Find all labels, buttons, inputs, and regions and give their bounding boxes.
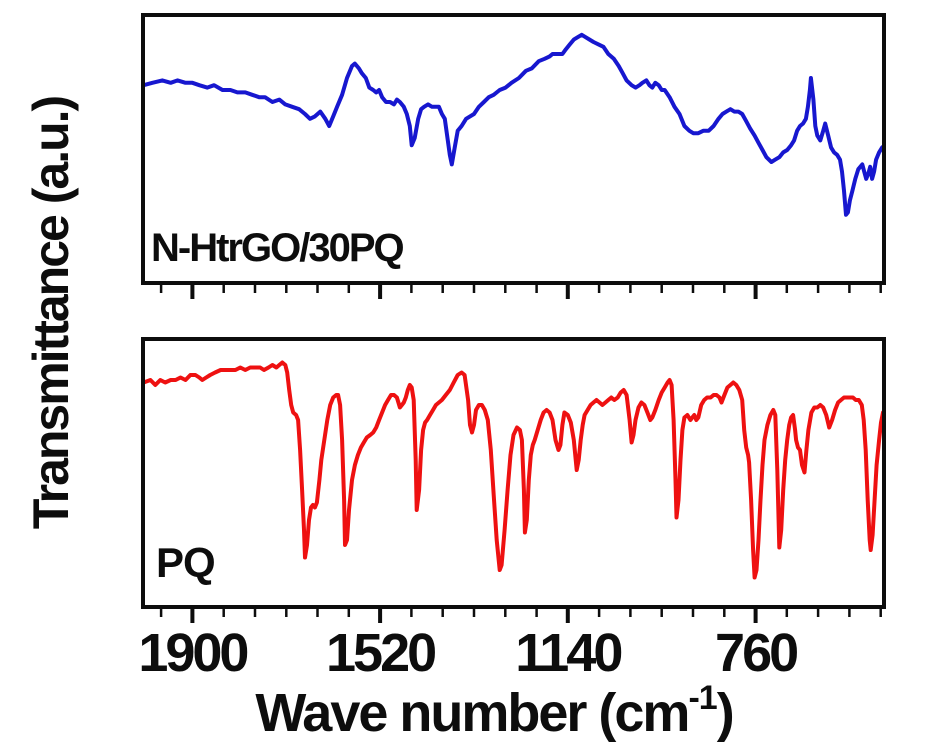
x-tick-label-760: 760 — [715, 623, 797, 683]
nhtrgo-spectrum-curve — [145, 32, 882, 217]
x-axis-title: Wave number (cm-1) — [255, 679, 732, 743]
x-tick-label-1900: 1900 — [138, 623, 247, 683]
x-axis-title-close: ) — [717, 683, 733, 743]
bottom-panel-x-ticks — [159, 609, 882, 623]
top-panel-x-ticks — [159, 285, 882, 299]
top-panel-frame — [141, 13, 886, 285]
x-tick-label-1140: 1140 — [515, 623, 621, 683]
y-axis-label: Transmittance (a.u.) — [23, 96, 79, 529]
bottom-panel-frame — [141, 337, 886, 609]
top-panel-label: N-HtrGO/30PQ — [151, 226, 403, 270]
x-tick-label-1520: 1520 — [326, 623, 435, 683]
top-panel: N-HtrGO/30PQ — [141, 13, 886, 299]
bottom-panel-label: PQ — [156, 539, 215, 586]
bottom-panel: PQ — [141, 337, 886, 623]
x-axis-title-superscript: -1 — [688, 679, 716, 717]
x-axis-title-main: Wave number (cm — [255, 683, 688, 743]
x-axis-tick-labels: 1900 1520 1140 760 — [138, 623, 800, 683]
pq-spectrum-curve — [145, 360, 882, 580]
